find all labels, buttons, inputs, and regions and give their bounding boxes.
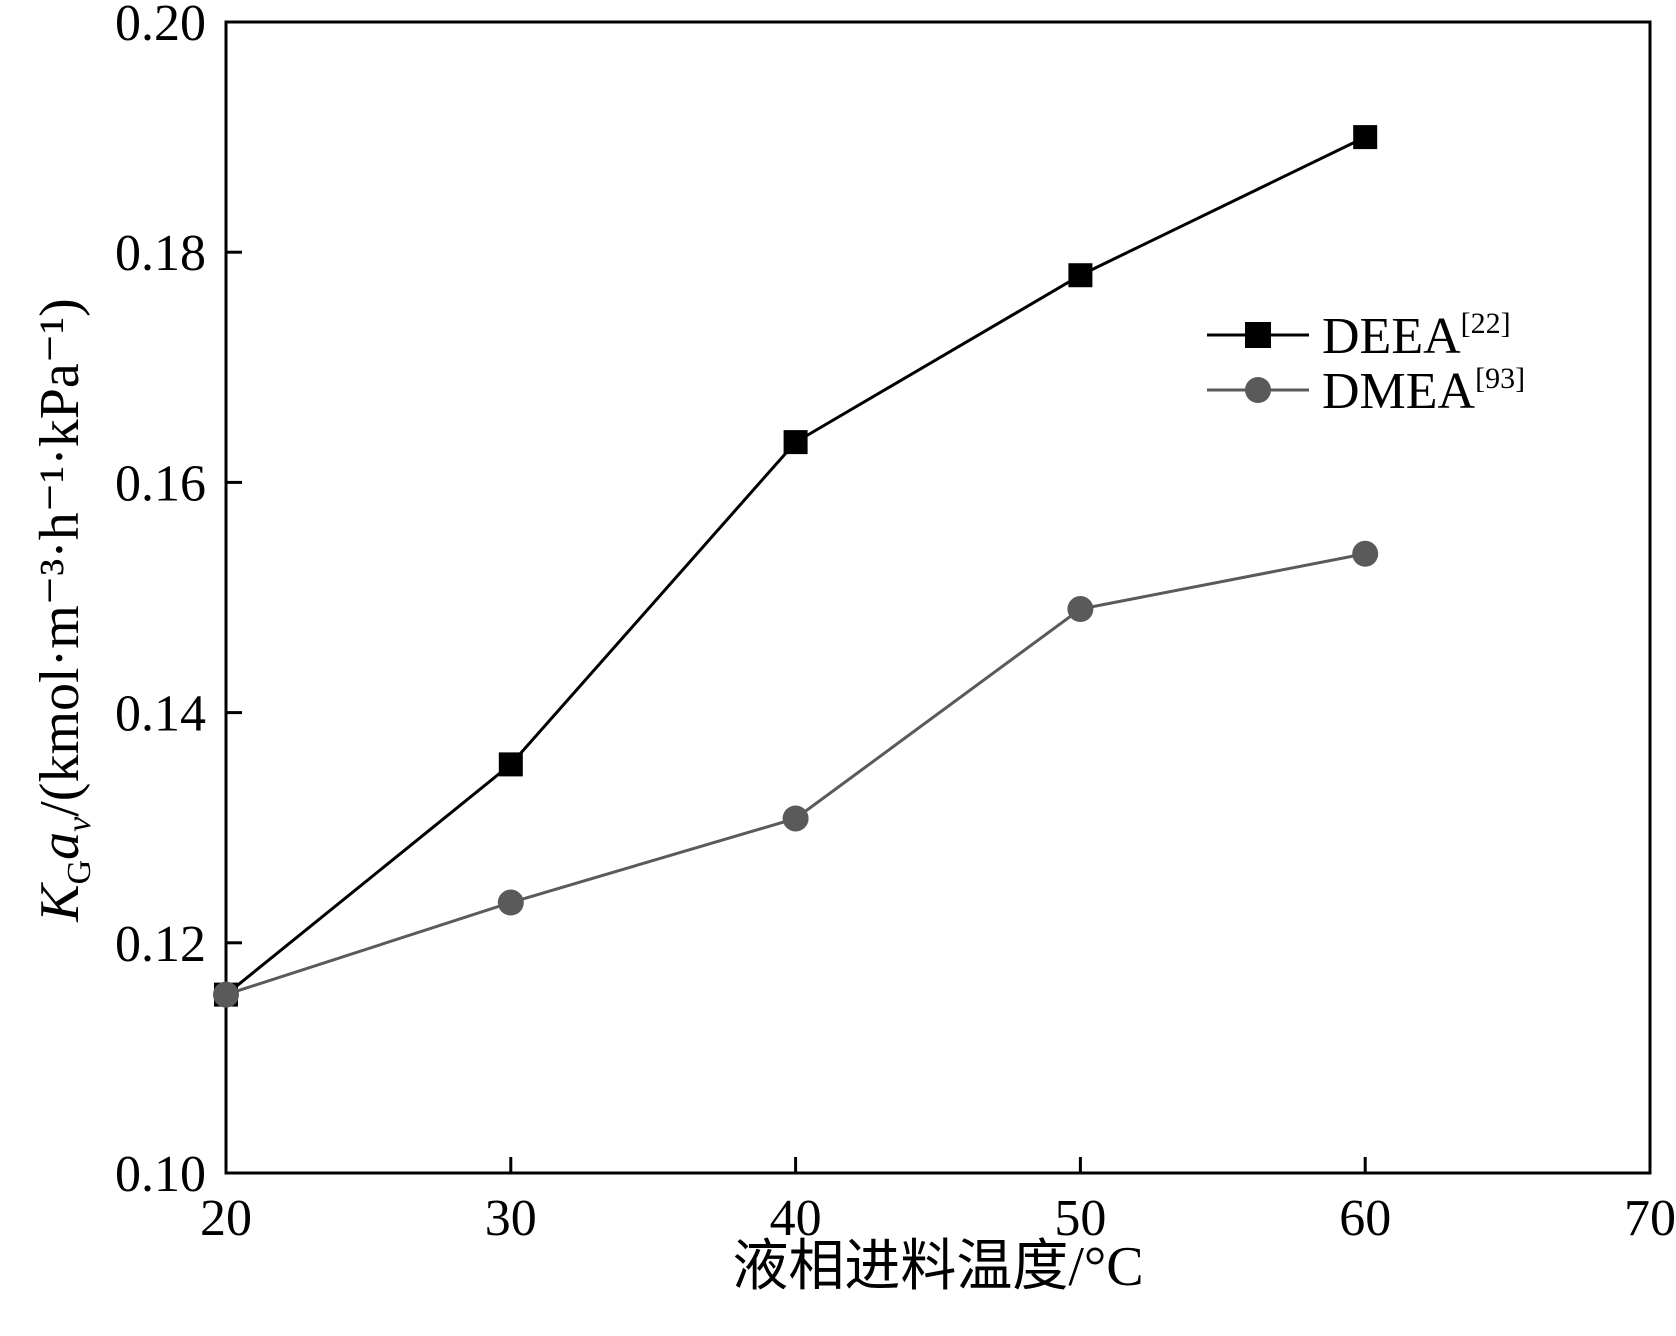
x-tick-label: 50 <box>1054 1190 1106 1247</box>
y-axis-label-subscript-2: v <box>61 816 98 832</box>
y-axis-label: KGav/(kmol·m⁻³·h⁻¹·kPa⁻¹) <box>29 298 98 923</box>
series-layer <box>213 125 1379 1008</box>
y-axis-label-unit: /(kmol·m⁻³·h⁻¹·kPa⁻¹) <box>29 298 91 817</box>
y-tick-label: 0.10 <box>115 1146 206 1203</box>
legend-ref-deea: [22] <box>1461 307 1511 340</box>
data-point-dmea <box>213 981 239 1008</box>
plot-frame <box>224 20 1652 1175</box>
data-point-dmea <box>1352 540 1379 567</box>
y-tick-label: 0.20 <box>115 0 206 52</box>
x-tick-label: 30 <box>485 1190 537 1247</box>
y-tick-label: 0.18 <box>115 225 206 282</box>
legend-label-dmea: DMEA <box>1322 363 1476 420</box>
x-tick-label: 20 <box>200 1190 252 1247</box>
legend-item-deea: DEEA[22] <box>1207 307 1511 365</box>
y-tick-label: 0.14 <box>115 686 206 743</box>
data-point-deea <box>1068 263 1093 288</box>
legend-text-dmea: DMEA[93] <box>1322 362 1525 420</box>
x-tick-label: 70 <box>1624 1190 1676 1247</box>
x-axis: 20 30 40 50 60 70 <box>200 1157 1676 1247</box>
x-tick-label: 60 <box>1339 1190 1391 1247</box>
data-point-dmea <box>497 889 524 916</box>
data-point-deea <box>1353 125 1378 150</box>
y-tick-label: 0.12 <box>115 916 206 973</box>
x-axis-label: 液相进料温度/°C <box>732 1236 1143 1298</box>
y-axis-label-symbol: K <box>29 882 91 923</box>
legend-marker-square <box>1245 322 1271 348</box>
series-line-deea <box>225 135 1366 996</box>
data-point-dmea <box>782 805 809 832</box>
legend-ref-dmea: [93] <box>1475 362 1525 395</box>
legend-item-dmea: DMEA[93] <box>1207 362 1525 420</box>
legend-label-deea: DEEA <box>1322 308 1461 365</box>
legend-marker-circle <box>1245 377 1271 403</box>
data-point-deea <box>783 430 808 455</box>
data-point-deea <box>498 752 523 777</box>
series-line-dmea <box>225 552 1366 997</box>
legend-text-deea: DEEA[22] <box>1322 307 1511 365</box>
data-point-dmea <box>1067 596 1094 623</box>
x-tick-label: 40 <box>770 1190 822 1247</box>
y-axis-label-subscript: G <box>61 860 98 885</box>
legend: DEEA[22] DMEA[93] <box>1207 307 1525 420</box>
y-tick-label: 0.16 <box>115 455 206 512</box>
y-axis-label-symbol-2: a <box>29 832 91 860</box>
y-axis: 0.10 0.12 0.14 0.16 0.18 0.20 <box>115 0 242 1203</box>
